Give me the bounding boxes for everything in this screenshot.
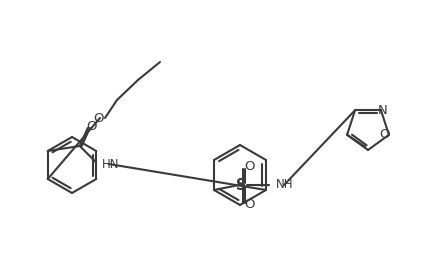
Text: O: O — [380, 128, 390, 141]
Text: O: O — [93, 111, 103, 125]
Text: N: N — [378, 104, 388, 117]
Text: NH: NH — [276, 179, 294, 191]
Text: O: O — [244, 198, 254, 212]
Text: S: S — [236, 178, 246, 192]
Text: O: O — [244, 160, 254, 173]
Text: O: O — [86, 119, 97, 133]
Text: HN: HN — [102, 157, 119, 171]
